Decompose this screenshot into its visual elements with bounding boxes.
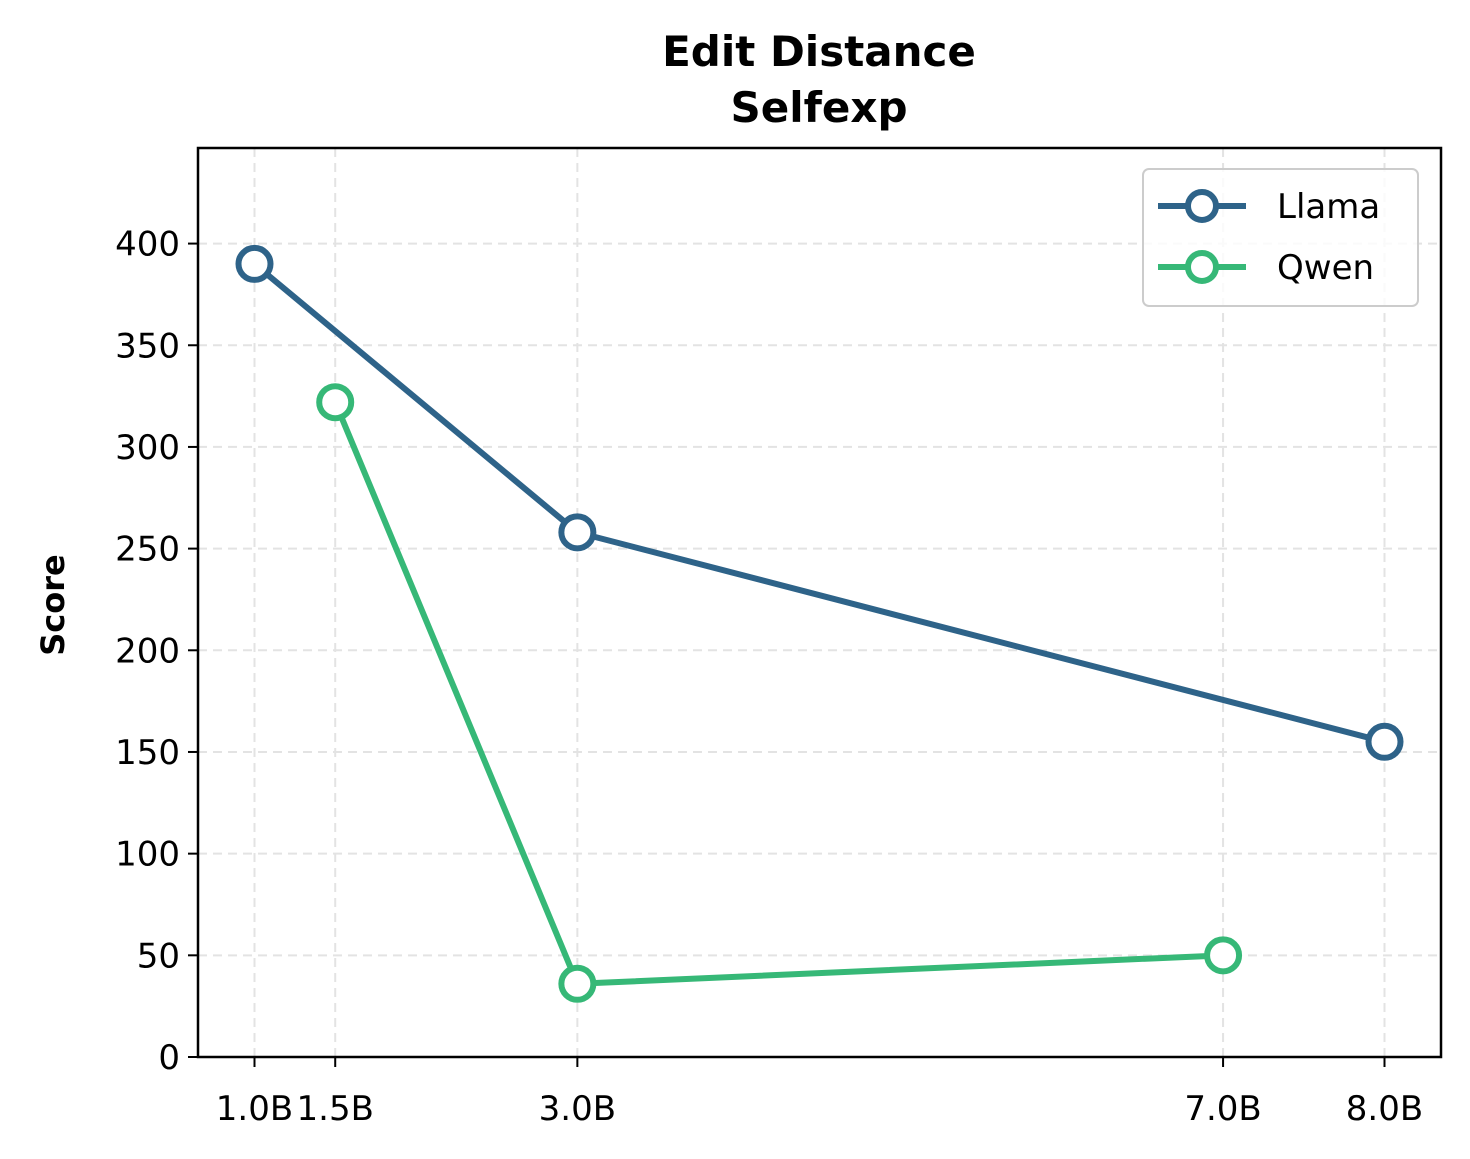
- x-tick-label: 7.0B: [1184, 1089, 1261, 1129]
- y-tick-label: 100: [115, 835, 180, 875]
- legend-label-llama: Llama: [1277, 187, 1380, 227]
- x-tick-label: 1.0B: [216, 1089, 293, 1129]
- series-layer: [235, 244, 1404, 1003]
- legend-marker-llama: [1185, 189, 1219, 223]
- data-point-llama: [1365, 722, 1404, 761]
- legend-label-qwen: Qwen: [1277, 248, 1374, 288]
- y-tick-label: 200: [115, 631, 180, 671]
- data-point-qwen: [1204, 936, 1243, 975]
- legend-marker-qwen: [1185, 250, 1219, 284]
- y-axis-ticks: 0 50 100 150 200 250 300 350 400: [115, 225, 198, 1078]
- legend: Llama Qwen: [1142, 168, 1419, 307]
- y-axis-label: Score: [34, 554, 72, 655]
- chart-subtitle: Selfexp: [730, 83, 907, 132]
- series-line-qwen: [332, 399, 1227, 987]
- x-tick-label: 8.0B: [1346, 1089, 1423, 1129]
- x-tick-label: 3.0B: [539, 1089, 616, 1129]
- x-axis-ticks: 1.0B 1.5B 3.0B 7.0B 8.0B: [216, 1057, 1423, 1129]
- plot-frame: [196, 146, 1443, 1059]
- y-tick-label: 250: [115, 530, 180, 570]
- data-point-llama: [235, 244, 274, 283]
- data-point-qwen: [558, 964, 597, 1003]
- chart-title: Edit Distance: [662, 27, 976, 76]
- y-tick-label: 50: [137, 936, 180, 976]
- y-tick-label: 350: [115, 326, 180, 366]
- y-tick-label: 300: [115, 428, 180, 468]
- data-point-llama: [558, 513, 597, 552]
- data-point-qwen: [316, 383, 355, 422]
- y-tick-label: 150: [115, 733, 180, 773]
- y-tick-label: 0: [158, 1038, 180, 1078]
- x-tick-label: 1.5B: [297, 1089, 374, 1129]
- y-tick-label: 400: [115, 225, 180, 265]
- series-line-llama: [251, 260, 1388, 745]
